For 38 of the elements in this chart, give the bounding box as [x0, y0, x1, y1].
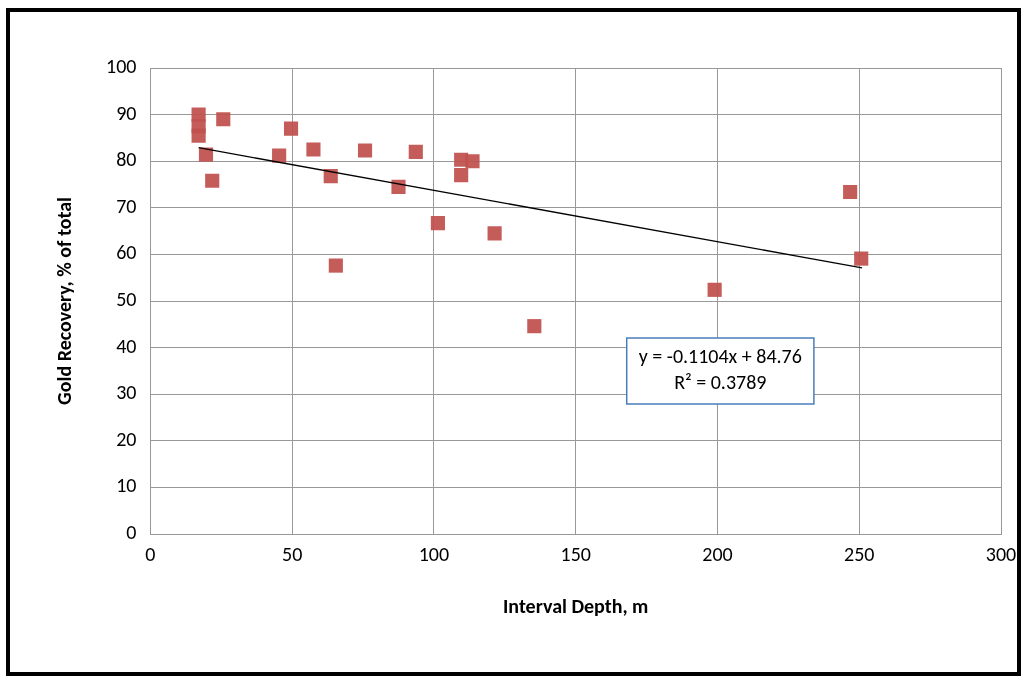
point [306, 142, 321, 157]
point [843, 184, 858, 200]
point [191, 128, 206, 143]
y-tick-label: 60 [116, 240, 137, 265]
point [216, 112, 231, 127]
x-tick-label: 100 [418, 542, 450, 566]
x-tick-label: 300 [985, 542, 1017, 566]
x-tick-label: 0 [145, 542, 156, 566]
y-axis-title: Gold Recovery, % of total [52, 197, 76, 405]
point [283, 121, 299, 136]
y-tick-label: 70 [116, 193, 137, 218]
x-tick-label: 250 [844, 542, 875, 566]
point [328, 258, 343, 273]
point [465, 154, 480, 169]
point [430, 216, 445, 231]
x-tick-label: 150 [560, 542, 591, 566]
point [357, 143, 373, 158]
annotation: y = -0.1104x + 84.76 R² = 0.3789 [638, 343, 802, 394]
y-tick-label: 80 [116, 147, 137, 172]
point [205, 173, 220, 188]
point [272, 148, 287, 163]
y-tick-label: 20 [116, 426, 137, 451]
point [487, 226, 502, 241]
point [527, 319, 542, 334]
point [454, 168, 469, 183]
y-tick-label: 30 [116, 380, 137, 405]
x-tick-label: 200 [702, 542, 733, 566]
y-tick-label: 90 [116, 100, 137, 125]
y-tick-label: 100 [105, 54, 137, 78]
point [408, 144, 423, 159]
point [854, 251, 869, 266]
x-tick-label: 50 [282, 542, 303, 566]
y-tick-label: 40 [116, 333, 137, 358]
x-axis-title: Interval Depth, m [503, 594, 649, 618]
y-tick-label: 50 [116, 287, 137, 311]
y-tick-label: 0 [126, 520, 137, 544]
point [707, 282, 722, 297]
y-tick-label: 10 [116, 473, 137, 498]
